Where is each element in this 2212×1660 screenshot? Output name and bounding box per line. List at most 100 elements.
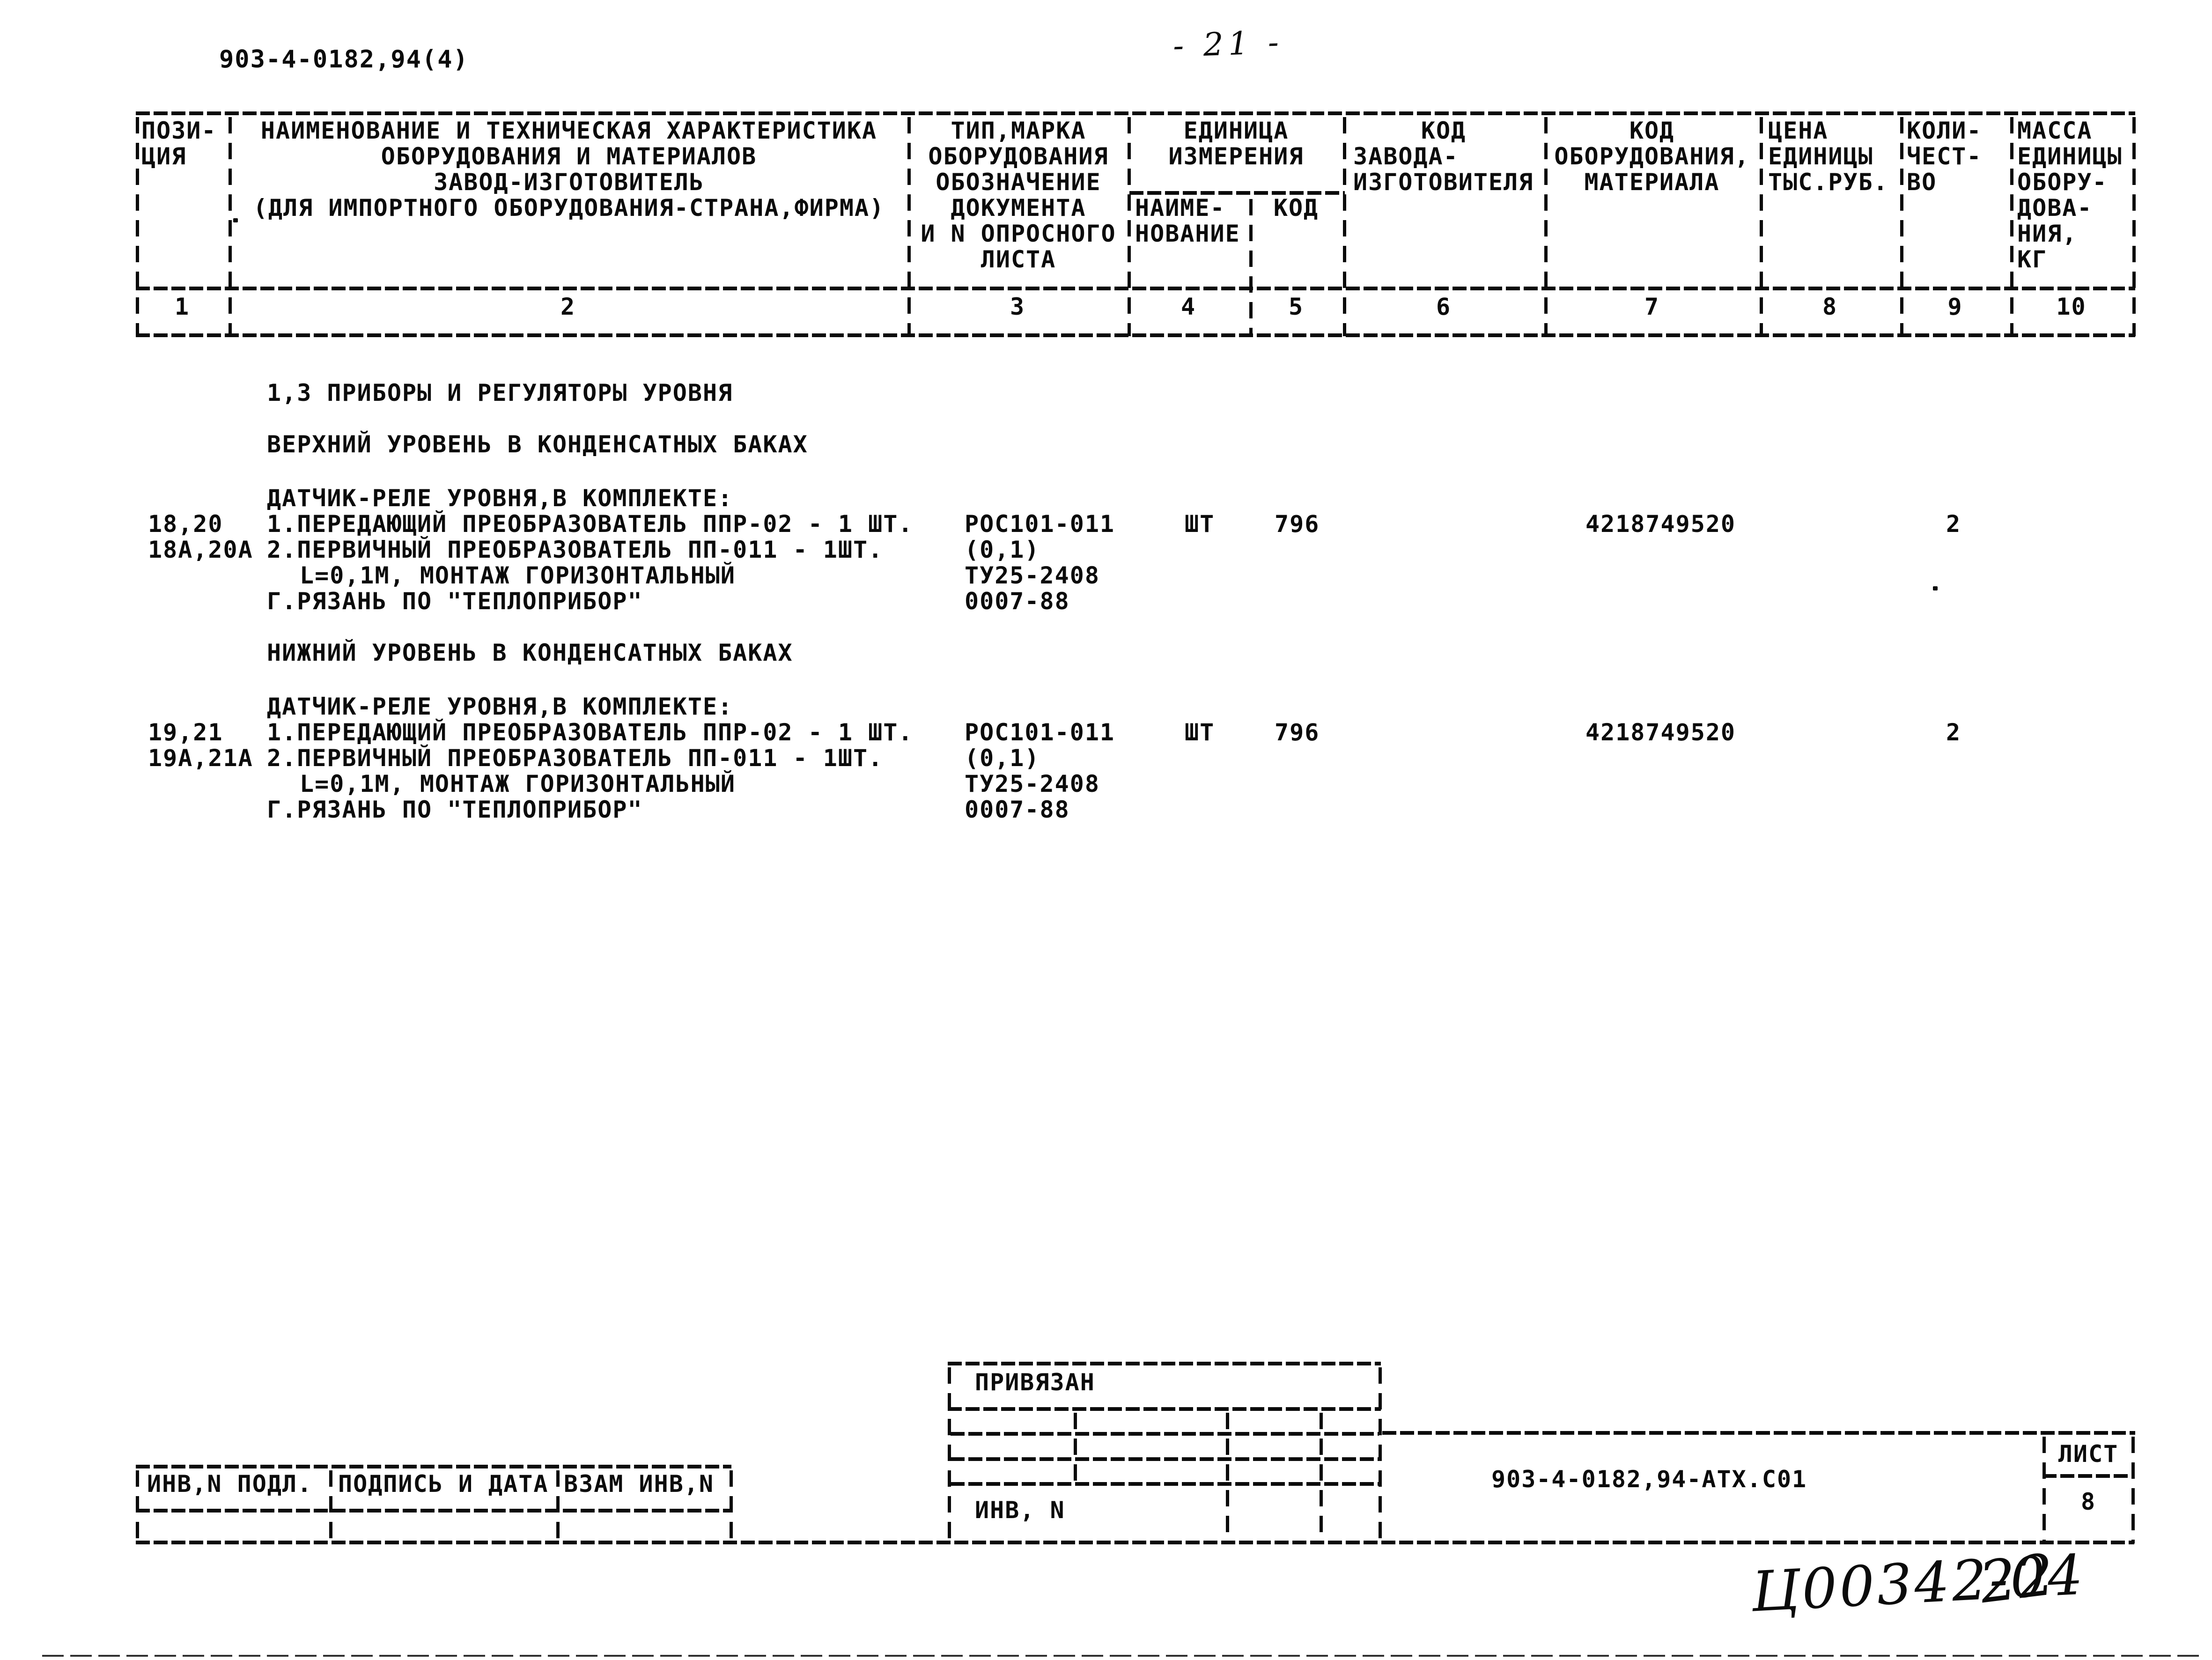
item-type-mark: 0007-88: [965, 588, 1070, 615]
item-name-line: Г.РЯЗАНЬ ПО "ТЕПЛОПРИБОР": [267, 796, 643, 823]
binding-stamp-row-separator: [951, 1482, 1379, 1486]
left-stamp-mid-border: [136, 1509, 731, 1512]
binding-stamp-inv-label: ИНВ, N: [975, 1497, 1065, 1524]
item-name-line: ДАТЧИК-РЕЛЕ УРОВНЯ,В КОМПЛЕКТЕ:: [267, 485, 733, 512]
item-unit-name: ШТ: [1185, 719, 1215, 746]
header-col-mass: МАССА ЕДИНИЦЫ ОБОРУ- ДОВА- НИЯ, КГ: [2017, 117, 2123, 273]
item-type-mark: ТУ25-2408: [965, 770, 1100, 797]
item-position: 18,20: [148, 510, 223, 538]
item-name-line: 2.ПЕРВИЧНЫЙ ПРЕОБРАЗОВАТЕЛЬ ПП-011 - 1ШТ…: [267, 536, 884, 563]
item-quantity: 2: [1946, 510, 1961, 538]
item-type-mark: 0007-88: [965, 796, 1070, 823]
subsection-lower-level: НИЖНИЙ УРОВЕНЬ В КОНДЕНСАТНЫХ БАКАХ: [267, 639, 793, 666]
header-col-quantity: КОЛИ- ЧЕСТ- ВО: [1907, 117, 1982, 196]
col-number-10: 10: [2056, 293, 2087, 320]
col-number-2: 2: [560, 293, 576, 320]
item-name-line: ДАТЧИК-РЕЛЕ УРОВНЯ,В КОМПЛЕКТЕ:: [267, 693, 733, 720]
col-number-5: 5: [1288, 293, 1304, 320]
binding-stamp-row-separator: [951, 1432, 1379, 1436]
scan-artifact-dot: [1933, 586, 1938, 590]
col-number-6: 6: [1436, 293, 1452, 320]
left-stamp-cell-vzam-inv: ВЗАМ ИНВ,N: [564, 1470, 715, 1498]
sheet-box-border-right: [2131, 1431, 2135, 1543]
col-divider-pos-name: [229, 111, 232, 336]
item-type-mark: РОС101-011: [965, 510, 1115, 538]
header-col-type: ТИП,МАРКА ОБОРУДОВАНИЯ ОБОЗНАЧЕНИЕ ДОКУМЕНТ…: [921, 117, 1116, 273]
col-number-4: 4: [1180, 293, 1196, 320]
table-top-border: [136, 111, 2135, 115]
header-col-equip-code: КОД ОБОРУДОВАНИЯ, МАТЕРИАЛА: [1554, 117, 1750, 196]
stamp-bottom-border: [136, 1541, 2134, 1544]
unit-group-separator: [1129, 191, 1345, 195]
item-unit-code: 796: [1275, 510, 1320, 538]
sheet-box-separator: [2042, 1474, 2134, 1478]
sheet-box-value: 8: [2080, 1488, 2096, 1515]
section-heading: 1,3 ПРИБОРЫ И РЕГУЛЯТОРЫ УРОВНЯ: [267, 379, 733, 406]
left-stamp-border: [730, 1465, 733, 1544]
item-position: 19,21: [148, 719, 223, 746]
item-name-line: L=0,1М, МОНТАЖ ГОРИЗОНТАЛЬНЫЙ: [300, 770, 736, 797]
table-header-separator: [136, 287, 2135, 290]
item-position: 19А,21А: [148, 745, 253, 772]
item-equip-code: 4218749520: [1585, 510, 1736, 538]
item-quantity: 2: [1946, 719, 1961, 746]
subsection-upper-level: ВЕРХНИЙ УРОВЕНЬ В КОНДЕНСАТНЫХ БАКАХ: [267, 431, 808, 458]
item-type-mark: ТУ25-2408: [965, 562, 1100, 589]
item-type-mark: РОС101-011: [965, 719, 1115, 746]
col-divider-unitname-unitcode: [1249, 193, 1253, 336]
sheet-box-label: ЛИСТ: [2058, 1440, 2119, 1468]
col-divider-unit-plant: [1343, 111, 1346, 336]
col-divider-name-type: [907, 111, 911, 336]
table-border-right: [2132, 111, 2136, 336]
title-block-top-border: [1382, 1431, 2135, 1435]
table-numbers-separator: [136, 333, 2135, 337]
left-stamp-divider: [556, 1465, 560, 1544]
binding-stamp-row-separator: [951, 1457, 1379, 1461]
binding-stamp-separator: [948, 1407, 1381, 1411]
header-col-plant-code-top: КОД: [1421, 117, 1467, 144]
item-type-mark: (0,1): [965, 536, 1040, 563]
sheet-box-border-left: [2042, 1431, 2046, 1543]
col-number-3: 3: [1010, 293, 1025, 320]
left-stamp-top-border: [136, 1465, 731, 1468]
left-stamp-cell-inv-podl: ИНВ,N ПОДЛ.: [147, 1470, 313, 1498]
item-name-line: 2.ПЕРВИЧНЫЙ ПРЕОБРАЗОВАТЕЛЬ ПП-011 - 1ШТ…: [267, 745, 884, 772]
binding-stamp-divider: [1074, 1407, 1077, 1485]
header-col-price: ЦЕНА ЕДИНИЦЫ ТЫС.РУБ.: [1768, 117, 1888, 196]
item-type-mark: (0,1): [965, 745, 1040, 772]
col-number-8: 8: [1822, 293, 1838, 320]
document-code: 903-4-0182,94(4): [219, 45, 469, 74]
binding-stamp-top-border: [948, 1362, 1381, 1365]
item-name-line: Г.РЯЗАНЬ ПО "ТЕПЛОПРИБОР": [267, 588, 643, 615]
col-number-9: 9: [1947, 293, 1963, 320]
binding-stamp-border-right: [1379, 1362, 1382, 1543]
header-col-plant-code: ЗАВОДА- ИЗГОТОВИТЕЛЯ: [1353, 143, 1534, 196]
binding-stamp-divider: [1320, 1407, 1323, 1543]
item-name-line: 1.ПЕРЕДАЮЩИЙ ПРЕОБРАЗОВАТЕЛЬ ППР-02 - 1 …: [267, 510, 914, 538]
col-divider-plant-equip: [1544, 111, 1548, 336]
item-name-line: 1.ПЕРЕДАЮЩИЙ ПРЕОБРАЗОВАТЕЛЬ ППР-02 - 1 …: [267, 719, 914, 746]
col-number-1: 1: [174, 293, 190, 320]
binding-stamp-title: ПРИВЯЗАН: [975, 1369, 1095, 1396]
left-stamp-cell-signature-date: ПОДПИСЬ И ДАТА: [338, 1470, 549, 1498]
header-subcol-unit-code: КОД: [1273, 194, 1319, 221]
binding-stamp-divider: [1226, 1407, 1229, 1543]
header-col-name: НАИМЕНОВАНИЕ И ТЕХНИЧЕСКАЯ ХАРАКТЕРИСТИК…: [253, 117, 885, 221]
item-name-line: L=0,1М, МОНТАЖ ГОРИЗОНТАЛЬНЫЙ: [300, 562, 736, 589]
col-divider-qty-mass: [2010, 111, 2013, 336]
title-block-doc-number: 903-4-0182,94-АТХ.С01: [1491, 1466, 1807, 1493]
col-divider-price-qty: [1900, 111, 1903, 336]
item-equip-code: 4218749520: [1585, 719, 1736, 746]
item-unit-name: ШТ: [1185, 510, 1215, 538]
col-divider-type-unit: [1128, 111, 1131, 336]
binding-stamp-border-left: [948, 1362, 951, 1543]
item-position: 18А,20А: [148, 536, 253, 563]
left-stamp-border: [136, 1465, 139, 1544]
page-edge-artifact: [42, 1655, 2201, 1657]
table-border-left: [136, 111, 139, 336]
col-number-7: 7: [1644, 293, 1660, 320]
header-col-unit-group: ЕДИНИЦА ИЗМЕРЕНИЯ: [1168, 117, 1304, 170]
col-divider-equip-price: [1760, 111, 1763, 336]
header-col-position: ПОЗИ- ЦИЯ: [141, 117, 217, 170]
